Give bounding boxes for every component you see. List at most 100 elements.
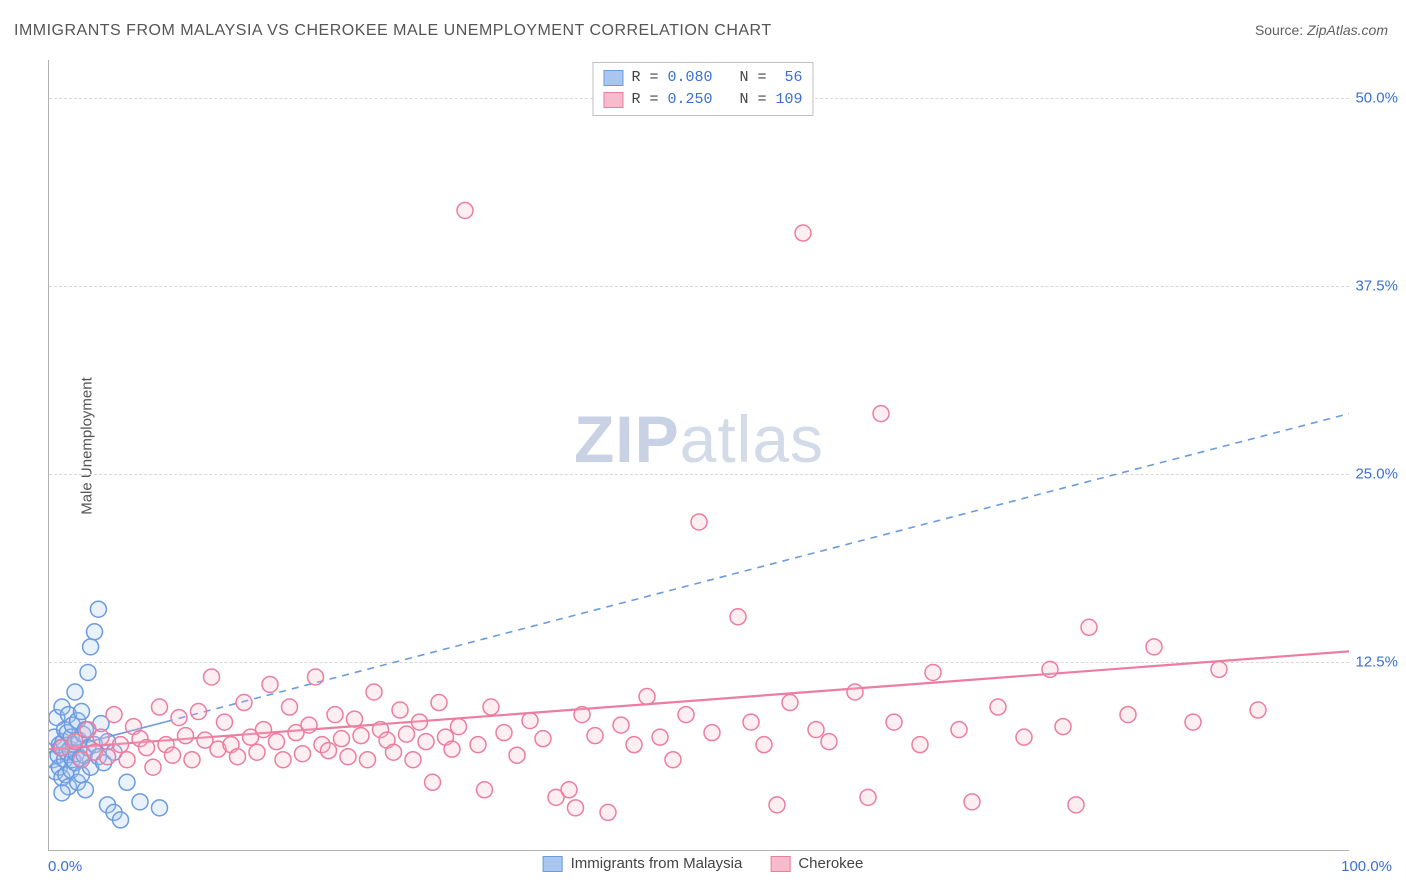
legend-label: Immigrants from Malaysia: [571, 855, 743, 872]
cherokee-point: [769, 797, 785, 813]
correlation-legend: R = 0.080 N = 56R = 0.250 N = 109: [592, 62, 813, 116]
cherokee-point: [262, 676, 278, 692]
cherokee-point: [470, 737, 486, 753]
malaysia-trendline-dashed: [166, 414, 1349, 722]
cherokee-point: [321, 743, 337, 759]
legend-row-malaysia: R = 0.080 N = 56: [603, 67, 802, 89]
cherokee-point: [1120, 707, 1136, 723]
cherokee-point: [165, 747, 181, 763]
legend-stats-text: R = 0.250 N = 109: [631, 89, 802, 111]
malaysia-point: [80, 664, 96, 680]
cherokee-point: [405, 752, 421, 768]
malaysia-point: [54, 785, 70, 801]
malaysia-swatch-icon: [603, 70, 623, 86]
cherokee-point: [1185, 714, 1201, 730]
cherokee-point: [269, 734, 285, 750]
cherokee-point: [951, 722, 967, 738]
cherokee-point: [509, 747, 525, 763]
cherokee-point: [236, 695, 252, 711]
cherokee-point: [574, 707, 590, 723]
cherokee-point: [230, 749, 246, 765]
cherokee-point: [522, 713, 538, 729]
legend-item-malaysia: Immigrants from Malaysia: [543, 855, 743, 872]
legend-row-cherokee: R = 0.250 N = 109: [603, 89, 802, 111]
cherokee-point: [1016, 729, 1032, 745]
cherokee-point: [249, 744, 265, 760]
malaysia-point: [74, 704, 90, 720]
cherokee-point: [113, 737, 129, 753]
source-name: ZipAtlas.com: [1307, 22, 1388, 38]
cherokee-point: [184, 752, 200, 768]
cherokee-point: [301, 717, 317, 733]
cherokee-point: [295, 746, 311, 762]
malaysia-point: [67, 684, 83, 700]
cherokee-point: [1055, 719, 1071, 735]
y-tick-label: 12.5%: [1355, 653, 1398, 670]
cherokee-point: [204, 669, 220, 685]
chart-source: Source: ZipAtlas.com: [1255, 22, 1388, 38]
series-legend: Immigrants from Malaysia Cherokee: [543, 855, 864, 872]
cherokee-point: [451, 719, 467, 735]
cherokee-point: [412, 714, 428, 730]
cherokee-point: [353, 728, 369, 744]
cherokee-point: [730, 609, 746, 625]
cherokee-point: [106, 707, 122, 723]
cherokee-point: [860, 789, 876, 805]
cherokee-point: [678, 707, 694, 723]
cherokee-point: [1042, 661, 1058, 677]
cherokee-point: [847, 684, 863, 700]
cherokee-point: [392, 702, 408, 718]
cherokee-point: [782, 695, 798, 711]
y-tick-label: 50.0%: [1355, 89, 1398, 106]
legend-stats-text: R = 0.080 N = 56: [631, 67, 802, 89]
malaysia-point: [90, 601, 106, 617]
x-tick-label: 0.0%: [48, 858, 82, 875]
cherokee-point: [119, 752, 135, 768]
cherokee-point: [990, 699, 1006, 715]
cherokee-point: [152, 699, 168, 715]
cherokee-point: [145, 759, 161, 775]
cherokee-point: [178, 728, 194, 744]
cherokee-point: [366, 684, 382, 700]
legend-label: Cherokee: [798, 855, 863, 872]
cherokee-point: [282, 699, 298, 715]
cherokee-point: [1081, 619, 1097, 635]
cherokee-point: [308, 669, 324, 685]
cherokee-point: [340, 749, 356, 765]
cherokee-point: [795, 225, 811, 241]
cherokee-point: [483, 699, 499, 715]
cherokee-point: [691, 514, 707, 530]
cherokee-point: [93, 729, 109, 745]
malaysia-point: [113, 812, 129, 828]
cherokee-point: [743, 714, 759, 730]
cherokee-point: [964, 794, 980, 810]
cherokee-point: [399, 726, 415, 742]
cherokee-point: [1068, 797, 1084, 813]
cherokee-point: [418, 734, 434, 750]
cherokee-point: [217, 714, 233, 730]
malaysia-point: [152, 800, 168, 816]
cherokee-point: [256, 722, 272, 738]
cherokee-point: [587, 728, 603, 744]
cherokee-point: [808, 722, 824, 738]
y-tick-label: 25.0%: [1355, 465, 1398, 482]
cherokee-point: [535, 731, 551, 747]
cherokee-point: [457, 202, 473, 218]
cherokee-swatch-icon: [770, 856, 790, 872]
cherokee-point: [386, 744, 402, 760]
cherokee-point: [139, 740, 155, 756]
cherokee-point: [665, 752, 681, 768]
cherokee-swatch-icon: [603, 92, 623, 108]
cherokee-point: [360, 752, 376, 768]
cherokee-point: [496, 725, 512, 741]
cherokee-point: [347, 711, 363, 727]
cherokee-point: [600, 804, 616, 820]
cherokee-point: [626, 737, 642, 753]
y-tick-label: 37.5%: [1355, 277, 1398, 294]
malaysia-swatch-icon: [543, 856, 563, 872]
malaysia-point: [119, 774, 135, 790]
legend-item-cherokee: Cherokee: [770, 855, 863, 872]
cherokee-point: [568, 800, 584, 816]
cherokee-point: [925, 664, 941, 680]
cherokee-point: [327, 707, 343, 723]
